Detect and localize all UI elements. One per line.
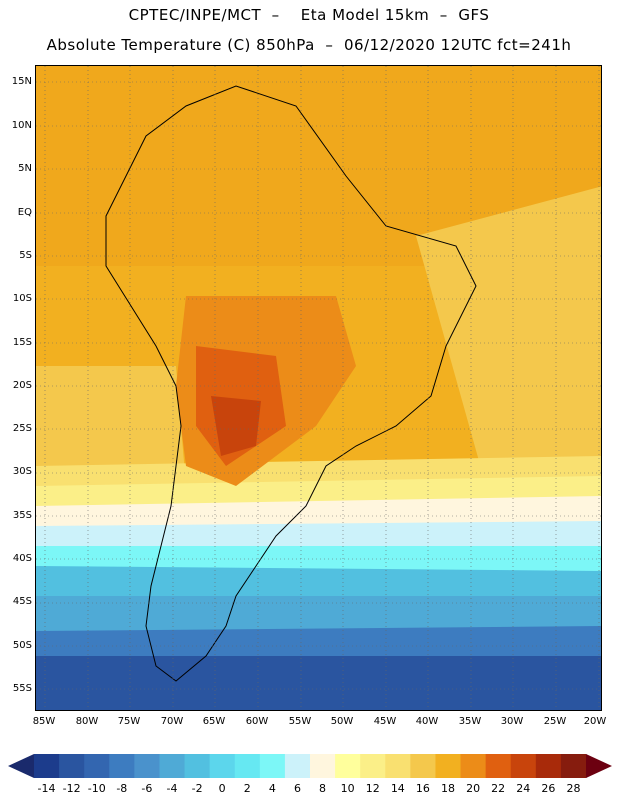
colorbar-cell	[134, 754, 160, 778]
colorbar-label: -6	[141, 782, 153, 795]
map-title-line1: CPTEC/INPE/MCT – Eta Model 15km – GFS	[128, 6, 490, 24]
colorbar-label: -4	[166, 782, 178, 795]
lon-label: 40W	[415, 716, 439, 727]
lon-label: 60W	[245, 716, 269, 727]
lat-label: 10N	[11, 120, 32, 131]
lat-label: 45S	[12, 596, 32, 607]
colorbar-cell	[259, 754, 286, 778]
colorbar-label: 26	[541, 782, 556, 795]
colorbar-cell	[535, 754, 562, 778]
colorbar-label: -2	[191, 782, 203, 795]
colorbar-cell	[435, 754, 462, 778]
colorbar-cell	[284, 754, 311, 778]
colorbar-label: 28	[566, 782, 581, 795]
colorbar-cell	[385, 754, 411, 778]
lat-label: 55S	[12, 683, 32, 694]
lat-label: 5S	[19, 250, 32, 261]
colorbar-cell	[209, 754, 236, 778]
lat-label: 40S	[12, 553, 32, 564]
lat-label: 35S	[12, 510, 32, 521]
colorbar-label: 12	[365, 782, 380, 795]
lat-label: 20S	[12, 380, 32, 391]
colorbar-cell	[560, 754, 587, 778]
colorbar-cell	[310, 754, 336, 778]
lat-label: EQ	[17, 207, 32, 218]
colorbar-cell	[410, 754, 436, 778]
lon-label: 20W	[583, 716, 607, 727]
colorbar-cell	[159, 754, 186, 778]
colorbar-label: 8	[319, 782, 327, 795]
lon-label: 55W	[288, 716, 312, 727]
lon-label: 75W	[117, 716, 141, 727]
colorbar-label: 10	[340, 782, 355, 795]
colorbar-cell	[335, 754, 361, 778]
colorbar-label: 4	[268, 782, 276, 795]
colorbar-label: -14	[37, 782, 56, 795]
colorbar-cell	[84, 754, 110, 778]
colorbar-cell	[510, 754, 537, 778]
colorbar-cell	[59, 754, 85, 778]
lon-label: 80W	[75, 716, 99, 727]
lon-label: 85W	[32, 716, 56, 727]
colorbar-label: -10	[87, 782, 106, 795]
colorbar-cell	[360, 754, 386, 778]
colorbar-cell	[234, 754, 261, 778]
lat-label: 50S	[12, 640, 32, 651]
colorbar-label: -12	[62, 782, 81, 795]
map-title-line2: Absolute Temperature (C) 850hPa – 06/12/…	[46, 36, 572, 54]
lon-label: 25W	[543, 716, 567, 727]
lon-label: 50W	[330, 716, 354, 727]
lat-label: 15S	[12, 337, 32, 348]
colorbar-label: 14	[390, 782, 405, 795]
colorbar-label: 16	[415, 782, 430, 795]
colorbar-cell	[184, 754, 211, 778]
colorbar-label: 6	[293, 782, 301, 795]
lon-label: 70W	[160, 716, 184, 727]
colorbar-label: 2	[243, 782, 251, 795]
temperature-field	[36, 66, 601, 710]
colorbar-cell	[485, 754, 512, 778]
lat-label: 30S	[12, 466, 32, 477]
lat-label: 25S	[12, 423, 32, 434]
colorbar-cell	[460, 754, 487, 778]
lat-label: 15N	[11, 76, 32, 87]
colorbar-left-arrow	[8, 754, 34, 778]
lat-label: 5N	[18, 163, 32, 174]
temperature-colorbar	[8, 754, 612, 778]
colorbar-label: 24	[516, 782, 531, 795]
colorbar-label: 20	[466, 782, 481, 795]
lon-label: 35W	[458, 716, 482, 727]
lon-label: 65W	[202, 716, 226, 727]
colorbar-label: 22	[491, 782, 506, 795]
colorbar-label: -8	[116, 782, 128, 795]
colorbar-cell	[34, 754, 60, 778]
temperature-map	[35, 65, 602, 711]
colorbar-label: 0	[218, 782, 226, 795]
colorbar-label: 18	[441, 782, 455, 795]
lon-label: 30W	[500, 716, 524, 727]
colorbar-cell	[109, 754, 135, 778]
lat-label: 10S	[12, 293, 32, 304]
colorbar-right-arrow	[586, 754, 612, 778]
lon-label: 45W	[373, 716, 397, 727]
